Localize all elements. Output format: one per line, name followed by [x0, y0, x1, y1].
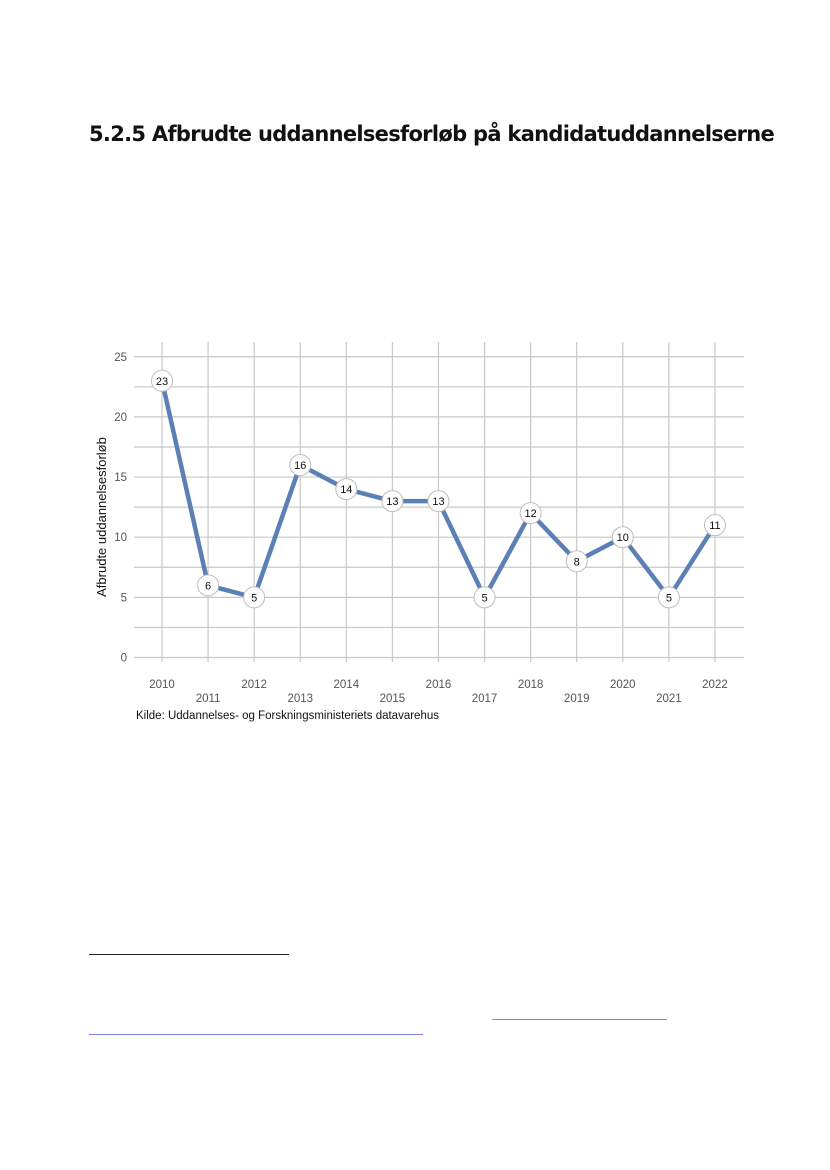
footnote-link-underline[interactable] [89, 1034, 423, 1035]
x-tick-label: 2017 [472, 693, 498, 705]
source-note: Kilde: Uddannelses- og Forskningsministe… [136, 710, 439, 722]
data-point [289, 454, 312, 477]
data-point [611, 526, 634, 549]
y-tick-label: 25 [114, 352, 127, 364]
data-point [151, 369, 173, 392]
x-tick-label: 2010 [149, 679, 175, 691]
data-points-layer: 23 6 5 16 14 13 13 5 12 8 10 5 11 [151, 369, 726, 609]
data-point [565, 550, 588, 573]
data-point [197, 574, 220, 597]
x-tick-label: 2014 [334, 679, 360, 691]
y-tick-label: 0 [121, 653, 127, 665]
data-point [243, 586, 266, 609]
data-label: 13 [386, 496, 398, 508]
x-tick-label: 2015 [380, 693, 406, 705]
x-tick-label: 2018 [518, 679, 544, 691]
data-point [427, 490, 450, 513]
data-label: 5 [251, 592, 257, 604]
data-point [473, 586, 496, 609]
x-tick-label: 2022 [702, 679, 728, 691]
data-label: 12 [525, 508, 537, 520]
y-tick-label: 15 [114, 472, 127, 484]
section-heading: 5.2.5 Afbrudte uddannelsesforløb på kand… [89, 122, 775, 146]
data-point [335, 478, 358, 501]
data-label: 11 [709, 520, 720, 532]
data-label: 5 [481, 592, 487, 604]
x-tick-label: 2021 [656, 693, 682, 705]
data-label: 14 [340, 484, 352, 496]
data-label: 6 [205, 580, 211, 592]
x-tick-label: 2019 [564, 693, 590, 705]
grid-layer [134, 342, 744, 662]
y-axis-label: Afbrudte uddannelsesforløb [94, 437, 109, 597]
data-label: 16 [294, 460, 306, 472]
x-tick-label: 2016 [426, 679, 452, 691]
x-tick-label: 2012 [241, 679, 267, 691]
data-label: 23 [156, 376, 168, 388]
data-point [657, 586, 680, 609]
y-tick-label: 5 [121, 592, 127, 604]
footnote-link-underline[interactable] [492, 1019, 667, 1020]
x-tick-label: 2020 [610, 679, 636, 691]
data-point [519, 502, 542, 525]
data-label: 10 [617, 532, 629, 544]
x-tick-label: 2013 [287, 693, 313, 705]
data-label: 5 [666, 592, 672, 604]
y-tick-label: 20 [114, 412, 127, 424]
data-point [381, 490, 404, 513]
data-point [703, 514, 726, 537]
y-axis-ticks: 0 5 10 15 20 25 [114, 352, 127, 665]
x-axis-ticks: 2010 2011 2012 2013 2014 2015 2016 2017 2018 2019… [149, 679, 728, 705]
data-label: 13 [432, 496, 444, 508]
footnote-divider [89, 954, 289, 955]
data-label: 8 [574, 556, 580, 568]
x-tick-label: 2011 [196, 693, 221, 705]
y-tick-label: 10 [114, 532, 127, 544]
